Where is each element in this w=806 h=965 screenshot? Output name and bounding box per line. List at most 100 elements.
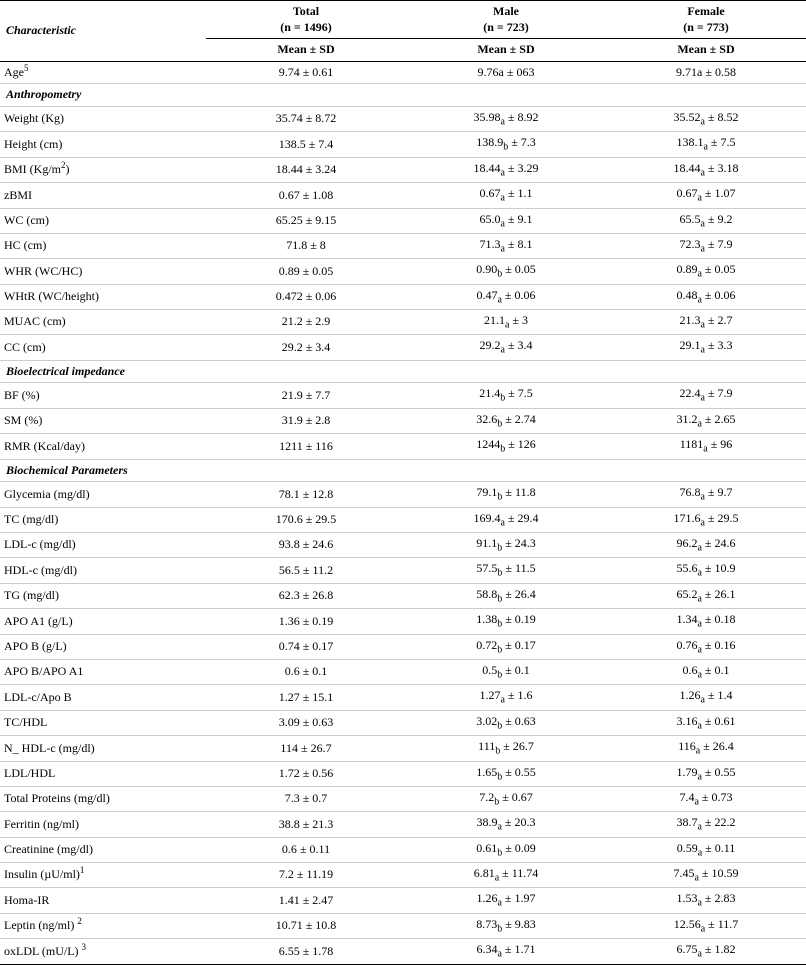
cell-total: 65.25 ± 9.15 xyxy=(206,208,406,233)
table-row: WC (cm)65.25 ± 9.1565.0a ± 9.165.5a ± 9.… xyxy=(0,208,806,233)
cell-male: 65.0a ± 9.1 xyxy=(406,208,606,233)
table-row: APO B/APO A10.6 ± 0.10.5b ± 0.10.6a ± 0.… xyxy=(0,659,806,684)
section-title: Anthropometry xyxy=(0,84,806,107)
row-characteristic: WC (cm) xyxy=(0,208,206,233)
row-characteristic: Insulin (µU/ml)1 xyxy=(0,863,206,888)
table-row: TC (mg/dl)170.6 ± 29.5169.4a ± 29.4171.6… xyxy=(0,507,806,532)
cell-total: 6.55 ± 1.78 xyxy=(206,939,406,964)
row-characteristic: Glycemia (mg/dl) xyxy=(0,482,206,507)
cell-male: 138.9b ± 7.3 xyxy=(406,132,606,157)
table-row: Leptin (ng/ml) 210.71 ± 10.88.73b ± 9.83… xyxy=(0,913,806,938)
cell-female: 0.6a ± 0.1 xyxy=(606,659,806,684)
row-characteristic: Total Proteins (mg/dl) xyxy=(0,786,206,811)
cell-female: 65.5a ± 9.2 xyxy=(606,208,806,233)
cell-female: 72.3a ± 7.9 xyxy=(606,233,806,258)
cell-total: 1211 ± 116 xyxy=(206,434,406,459)
cell-total: 7.3 ± 0.7 xyxy=(206,786,406,811)
cell-total: 21.9 ± 7.7 xyxy=(206,383,406,408)
row-characteristic: oxLDL (mU/L) 3 xyxy=(0,939,206,964)
section-title: Biochemical Parameters xyxy=(0,459,806,482)
cell-total: 78.1 ± 12.8 xyxy=(206,482,406,507)
cell-male: 8.73b ± 9.83 xyxy=(406,913,606,938)
cell-male: 6.81a ± 11.74 xyxy=(406,863,606,888)
cell-male: 1.65b ± 0.55 xyxy=(406,761,606,786)
cell-female: 7.45a ± 10.59 xyxy=(606,863,806,888)
section-title: Bioelectrical impedance xyxy=(0,360,806,383)
cell-female: 31.2a ± 2.65 xyxy=(606,408,806,433)
cell-total: 71.8 ± 8 xyxy=(206,233,406,258)
cell-male: 18.44a ± 3.29 xyxy=(406,157,606,182)
cell-male: 0.47a ± 0.06 xyxy=(406,284,606,309)
cell-male: 1244b ± 126 xyxy=(406,434,606,459)
table-row: HDL-c (mg/dl)56.5 ± 11.257.5b ± 11.555.6… xyxy=(0,558,806,583)
table-row: LDL/HDL1.72 ± 0.561.65b ± 0.551.79a ± 0.… xyxy=(0,761,806,786)
row-characteristic: HDL-c (mg/dl) xyxy=(0,558,206,583)
row-characteristic: LDL/HDL xyxy=(0,761,206,786)
table-row: CC (cm)29.2 ± 3.429.2a ± 3.429.1a ± 3.3 xyxy=(0,335,806,360)
row-characteristic: WHR (WC/HC) xyxy=(0,259,206,284)
cell-male: 0.90b ± 0.05 xyxy=(406,259,606,284)
row-characteristic: BMI (Kg/m2) xyxy=(0,157,206,182)
table-row: SM (%)31.9 ± 2.832.6b ± 2.7431.2a ± 2.65 xyxy=(0,408,806,433)
cell-male: 169.4a ± 29.4 xyxy=(406,507,606,532)
table-row: Total Proteins (mg/dl)7.3 ± 0.77.2b ± 0.… xyxy=(0,786,806,811)
row-characteristic: LDL-c (mg/dl) xyxy=(0,533,206,558)
table-row: HC (cm)71.8 ± 871.3a ± 8.172.3a ± 7.9 xyxy=(0,233,806,258)
cell-male: 21.4b ± 7.5 xyxy=(406,383,606,408)
subhead-female: Mean ± SD xyxy=(606,39,806,62)
table-row: MUAC (cm)21.2 ± 2.921.1a ± 321.3a ± 2.7 xyxy=(0,310,806,335)
cell-total: 9.74 ± 0.61 xyxy=(206,61,406,84)
table-row: APO A1 (g/L)1.36 ± 0.191.38b ± 0.191.34a… xyxy=(0,609,806,634)
cell-total: 62.3 ± 26.8 xyxy=(206,583,406,608)
col-header-male: Male (n = 723) xyxy=(406,1,606,39)
cell-total: 1.36 ± 0.19 xyxy=(206,609,406,634)
cell-total: 0.67 ± 1.08 xyxy=(206,183,406,208)
header-row-1: Characteristic Total (n = 1496) Male (n … xyxy=(0,1,806,39)
section-row: Biochemical Parameters xyxy=(0,459,806,482)
cell-female: 0.89a ± 0.05 xyxy=(606,259,806,284)
cell-total: 3.09 ± 0.63 xyxy=(206,710,406,735)
cell-female: 18.44a ± 3.18 xyxy=(606,157,806,182)
cell-total: 21.2 ± 2.9 xyxy=(206,310,406,335)
female-n: (n = 773) xyxy=(683,20,729,34)
cell-male: 0.5b ± 0.1 xyxy=(406,659,606,684)
cell-male: 0.67a ± 1.1 xyxy=(406,183,606,208)
cell-female: 6.75a ± 1.82 xyxy=(606,939,806,964)
row-characteristic: TC/HDL xyxy=(0,710,206,735)
cell-total: 38.8 ± 21.3 xyxy=(206,812,406,837)
table-row: oxLDL (mU/L) 36.55 ± 1.786.34a ± 1.716.7… xyxy=(0,939,806,964)
cell-female: 171.6a ± 29.5 xyxy=(606,507,806,532)
cell-female: 65.2a ± 26.1 xyxy=(606,583,806,608)
table-row: zBMI0.67 ± 1.080.67a ± 1.10.67a ± 1.07 xyxy=(0,183,806,208)
cell-female: 1.53a ± 2.83 xyxy=(606,888,806,913)
row-characteristic: TG (mg/dl) xyxy=(0,583,206,608)
cell-total: 170.6 ± 29.5 xyxy=(206,507,406,532)
table-row: Insulin (µU/ml)17.2 ± 11.196.81a ± 11.74… xyxy=(0,863,806,888)
cell-female: 96.2a ± 24.6 xyxy=(606,533,806,558)
cell-female: 21.3a ± 2.7 xyxy=(606,310,806,335)
table-row: Glycemia (mg/dl)78.1 ± 12.879.1b ± 11.87… xyxy=(0,482,806,507)
subhead-total: Mean ± SD xyxy=(206,39,406,62)
row-characteristic: LDL-c/Apo B xyxy=(0,685,206,710)
cell-male: 6.34a ± 1.71 xyxy=(406,939,606,964)
cell-total: 0.74 ± 0.17 xyxy=(206,634,406,659)
cell-female: 3.16a ± 0.61 xyxy=(606,710,806,735)
row-characteristic: Creatinine (mg/dl) xyxy=(0,837,206,862)
cell-female: 35.52a ± 8.52 xyxy=(606,106,806,131)
col-header-characteristic: Characteristic xyxy=(0,1,206,62)
cell-total: 1.27 ± 15.1 xyxy=(206,685,406,710)
cell-total: 0.472 ± 0.06 xyxy=(206,284,406,309)
cell-female: 9.71a ± 0.58 xyxy=(606,61,806,84)
cell-male: 3.02b ± 0.63 xyxy=(406,710,606,735)
row-characteristic: TC (mg/dl) xyxy=(0,507,206,532)
table-row: LDL-c/Apo B1.27 ± 15.11.27a ± 1.61.26a ±… xyxy=(0,685,806,710)
cell-male: 1.26a ± 1.97 xyxy=(406,888,606,913)
table-row: APO B (g/L)0.74 ± 0.170.72b ± 0.170.76a … xyxy=(0,634,806,659)
col-header-female: Female (n = 773) xyxy=(606,1,806,39)
cell-female: 1.26a ± 1.4 xyxy=(606,685,806,710)
cell-female: 138.1a ± 7.5 xyxy=(606,132,806,157)
cell-male: 0.61b ± 0.09 xyxy=(406,837,606,862)
cell-male: 1.38b ± 0.19 xyxy=(406,609,606,634)
cell-female: 0.76a ± 0.16 xyxy=(606,634,806,659)
cell-male: 21.1a ± 3 xyxy=(406,310,606,335)
